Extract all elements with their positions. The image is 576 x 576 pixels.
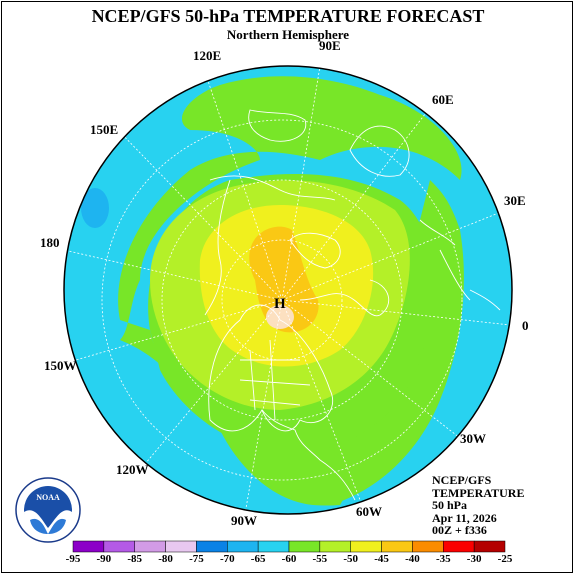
- colorbar-tick-label: -25: [498, 553, 513, 565]
- lon-label-120w: 120W: [116, 462, 149, 477]
- colorbar-swatch: [473, 540, 506, 553]
- colorbar-swatch: [227, 540, 259, 553]
- lon-label-0: 0: [522, 318, 529, 333]
- colorbar-tick-label: -30: [467, 553, 482, 565]
- colorbar-swatch: [72, 540, 105, 553]
- map-subtitle: Northern Hemisphere: [226, 27, 350, 42]
- colorbar-tick-label: -45: [374, 553, 389, 565]
- colorbar-tick-label: -50: [343, 553, 358, 565]
- lon-label-60w: 60W: [356, 504, 382, 519]
- colorbar-tick-label: -70: [220, 553, 235, 565]
- colorbar-swatch: [196, 540, 228, 553]
- colorbar-swatch: [381, 540, 413, 553]
- colorbar-tick-label: -60: [282, 553, 297, 565]
- lon-label-30w: 30W: [460, 431, 486, 446]
- colorbar-swatch: [134, 540, 166, 553]
- lon-label-90e: 90E: [319, 38, 341, 53]
- lon-label-120e: 120E: [193, 48, 222, 63]
- colorbar-tick-label: -40: [405, 553, 420, 565]
- colorbar-swatch: [350, 540, 382, 553]
- info-field: TEMPERATURE: [432, 485, 525, 500]
- colorbar-swatch: [257, 540, 290, 553]
- lon-label-150w: 150W: [44, 358, 77, 373]
- colorbar-tick-label: -65: [251, 553, 266, 565]
- colorbar-tick-label: -85: [127, 553, 142, 565]
- colorbar-tick-label: -35: [436, 553, 451, 565]
- colorbar-swatch: [165, 540, 197, 553]
- high-marker: H: [274, 296, 286, 312]
- colorbar-tick-label: -55: [313, 553, 328, 565]
- info-run: 00Z + f336: [432, 523, 487, 537]
- colorbar: -95 -90 -85 -80 -75 -70 -65 -60 -55 -50 -45 -40 -35 -…: [66, 540, 513, 565]
- colorbar-tick-label: -90: [97, 553, 112, 565]
- info-level: 50 hPa: [432, 498, 468, 512]
- colorbar-swatch: [288, 540, 321, 553]
- colorbar-swatch: [103, 540, 135, 553]
- colorbar-tick-label: -75: [189, 553, 204, 565]
- info-source: NCEP/GFS: [432, 473, 492, 487]
- lon-label-90w: 90W: [231, 513, 257, 528]
- lon-label-60e: 60E: [432, 92, 454, 107]
- colorbar-swatch: [412, 540, 444, 553]
- lon-label-30e: 30E: [504, 193, 526, 208]
- colorbar-swatch: [319, 540, 351, 553]
- map-title: NCEP/GFS 50-hPa TEMPERATURE FORECAST: [91, 6, 485, 26]
- lon-label-150e: 150E: [90, 122, 119, 137]
- colorbar-tick-label: -80: [158, 553, 173, 565]
- lon-label-180: 180: [40, 235, 60, 250]
- noaa-logo: NOAA: [15, 477, 81, 543]
- colorbar-tick-label: -95: [66, 553, 81, 565]
- forecast-info: NCEP/GFS TEMPERATURE 50 hPa Apr 11, 2026…: [432, 474, 524, 537]
- colorbar-swatch: [443, 540, 475, 553]
- info-date: Apr 11, 2026: [432, 510, 497, 525]
- noaa-logo-text: NOAA: [36, 493, 60, 502]
